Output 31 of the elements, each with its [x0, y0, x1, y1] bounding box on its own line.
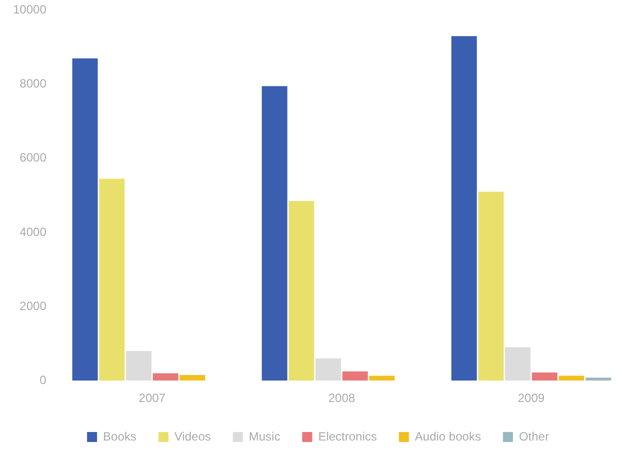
bar — [126, 350, 152, 381]
x-tick-label: 2009 — [518, 391, 545, 406]
legend-label: Audio books — [414, 429, 481, 444]
y-tick-label: 10000 — [12, 2, 47, 17]
bar — [180, 375, 206, 381]
bar — [586, 378, 612, 381]
bar — [451, 36, 477, 381]
y-tick-label: 8000 — [20, 76, 47, 91]
bar — [505, 347, 531, 381]
x-tick-label: 2007 — [138, 391, 166, 406]
bar — [262, 86, 288, 381]
y-tick-label: 2000 — [20, 298, 47, 313]
bar — [532, 372, 558, 381]
bar — [342, 371, 368, 381]
legend-label: Music — [248, 429, 280, 444]
legend-label: Electronics — [318, 429, 377, 444]
bar — [369, 376, 395, 381]
y-tick-label: 4000 — [20, 224, 47, 239]
bar — [152, 373, 178, 381]
y-tick-label: 6000 — [20, 150, 47, 165]
legend-label: Videos — [174, 429, 211, 444]
bar — [72, 58, 98, 381]
bar — [558, 376, 584, 381]
x-tick-label: 2008 — [328, 391, 356, 406]
y-tick-label: 0 — [40, 372, 47, 387]
legend-label: Books — [103, 429, 136, 444]
legend-label: Other — [518, 429, 549, 444]
bar — [99, 178, 125, 381]
bar — [288, 200, 314, 381]
bar — [478, 192, 504, 381]
bar — [316, 358, 342, 381]
